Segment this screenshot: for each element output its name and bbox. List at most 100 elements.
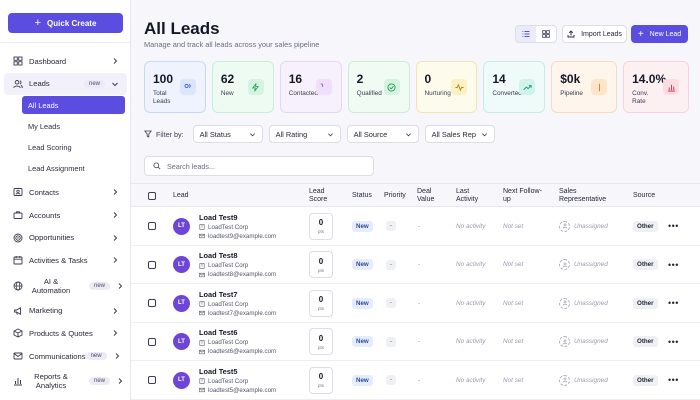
lead-name[interactable]: Load Test5	[199, 366, 238, 376]
lead-score-cell: 0 pts	[309, 246, 333, 285]
row-checkbox[interactable]	[148, 337, 156, 346]
next-follow-up-cell: Not set	[503, 361, 523, 400]
sidebar-subitem-lead-scoring[interactable]: Lead Scoring	[28, 143, 72, 153]
sidebar-item-contacts[interactable]: Contacts	[0, 181, 131, 204]
stat-value: 14.0%	[632, 72, 667, 86]
lead-name[interactable]: Load Test9	[199, 212, 238, 222]
rating-filter-value: All Rating	[275, 129, 308, 139]
row-checkbox[interactable]	[148, 260, 156, 269]
grid-view-button[interactable]	[536, 26, 556, 42]
lead-name[interactable]: Load Test6	[199, 328, 238, 338]
source-badge: Other	[633, 297, 658, 309]
stat-card-pipeline[interactable]: $0k Pipeline	[551, 61, 618, 113]
sidebar-subitem-all-leads[interactable]: All Leads	[22, 96, 125, 115]
more-options-icon[interactable]: •••	[668, 259, 679, 270]
stat-card-total-leads[interactable]: 100 Total Leads	[144, 61, 206, 113]
stat-card-qualified[interactable]: 2 Qualified	[347, 61, 410, 113]
column-header-deal-value[interactable]: Deal Value	[417, 187, 435, 204]
stat-card-converted[interactable]: 14 Converted	[483, 61, 546, 113]
column-header-lead-score[interactable]: Lead Score	[309, 187, 328, 204]
more-options-icon[interactable]: •••	[668, 336, 679, 347]
sidebar-item-dashboard[interactable]: Dashboard	[0, 50, 131, 73]
more-options-icon[interactable]: •••	[668, 221, 679, 232]
sidebar-item-communications[interactable]: Communications new	[0, 345, 131, 368]
table-row[interactable]: LT Load Test7 LoadTest Corp loadtest7@examp…	[131, 284, 700, 323]
source-filter-select[interactable]: All Source	[346, 125, 419, 143]
sales-rep-filter-select[interactable]: All Sales Rep	[424, 125, 495, 143]
column-header-next-follow-up[interactable]: Next Follow-up	[503, 187, 542, 204]
status-filter-select[interactable]: All Status	[192, 125, 263, 143]
import-leads-button[interactable]: Import Leads	[562, 25, 627, 43]
stat-label: New	[220, 90, 234, 97]
rating-filter-select[interactable]: All Rating	[268, 125, 341, 143]
more-options-icon[interactable]: •••	[668, 298, 679, 309]
row-checkbox[interactable]	[148, 299, 156, 308]
status-badge[interactable]: New	[352, 220, 373, 232]
status-badge[interactable]: New	[352, 297, 373, 309]
status-badge[interactable]: New	[352, 374, 373, 386]
status-badge[interactable]: New	[352, 259, 373, 271]
sidebar-item-ai-automation[interactable]: AI & Automation new	[0, 272, 131, 300]
users-icon	[13, 79, 23, 89]
avatar: LT	[173, 217, 190, 235]
table-row[interactable]: LT Load Test9 LoadTest Corp loadtest9@examp…	[131, 207, 700, 246]
table-row[interactable]: LT Load Test5 LoadTest Corp loadtest5@examp…	[131, 361, 700, 400]
quick-create-button[interactable]: + Quick Create	[8, 13, 123, 33]
select-all-checkbox[interactable]	[148, 192, 156, 200]
pulse-icon	[451, 79, 468, 95]
sales-rep-cell[interactable]: Unassigned	[559, 284, 608, 323]
column-header-source[interactable]: Source	[633, 191, 656, 199]
column-header-lead[interactable]: Lead	[173, 191, 189, 199]
stat-card-contacted[interactable]: 16 Contacted	[279, 61, 342, 113]
column-header-sales-rep[interactable]: Sales Representative	[559, 187, 607, 204]
building-icon	[199, 224, 205, 230]
more-options-icon[interactable]: •••	[668, 375, 679, 386]
table-row[interactable]: LT Load Test8 LoadTest Corp loadtest8@examp…	[131, 245, 700, 285]
chevron-right-icon	[111, 329, 119, 337]
sidebar-subitem-lead-assignment[interactable]: Lead Assignment	[28, 164, 85, 174]
briefcase-icon	[13, 210, 23, 220]
stat-card-nurturing[interactable]: 0 Nurturing	[415, 61, 478, 113]
last-activity-cell: No activity	[456, 361, 485, 400]
sales-rep-cell[interactable]: Unassigned	[559, 361, 608, 400]
search-input[interactable]	[167, 161, 357, 171]
row-select-cell	[148, 361, 156, 400]
sidebar-item-label: Accounts	[29, 210, 61, 220]
sales-rep-cell[interactable]: Unassigned	[559, 207, 608, 246]
sidebar-item-accounts[interactable]: Accounts	[0, 204, 131, 227]
status-badge[interactable]: New	[352, 336, 373, 348]
page-subtitle: Manage and track all leads across your s…	[144, 40, 320, 49]
lead-company: LoadTest Corp	[199, 301, 276, 308]
new-lead-button[interactable]: + New Lead	[631, 25, 688, 43]
lead-score-value: 0	[318, 295, 324, 305]
sales-rep-cell[interactable]: Unassigned	[559, 246, 608, 285]
column-header-priority[interactable]: Priority	[384, 191, 406, 199]
row-actions-cell: •••	[668, 246, 679, 285]
deal-value-cell: -	[418, 323, 420, 362]
lead-name[interactable]: Load Test8	[199, 251, 238, 261]
chevron-right-icon	[111, 57, 119, 65]
lead-email: loadtest5@example.com	[199, 387, 276, 394]
table-row[interactable]: LT Load Test6 LoadTest Corp loadtest6@examp…	[131, 322, 700, 362]
lead-score-unit: pts	[317, 267, 324, 273]
lead-name[interactable]: Load Test7	[199, 289, 238, 299]
row-checkbox[interactable]	[148, 222, 156, 231]
sidebar-item-leads[interactable]: Leads new	[4, 72, 127, 96]
sidebar-item-activities[interactable]: Activities & Tasks	[0, 249, 131, 272]
stat-card-conv-rate[interactable]: 14.0% Conv. Rate	[623, 61, 689, 113]
row-checkbox[interactable]	[148, 376, 156, 385]
sidebar-item-reports[interactable]: Reports & Analytics new	[0, 367, 131, 395]
sidebar-item-products[interactable]: Products & Quotes	[0, 322, 131, 345]
sidebar-divider	[0, 42, 131, 43]
sidebar-item-opportunities[interactable]: Opportunities	[0, 226, 131, 249]
lead-score-cell: 0 pts	[309, 361, 333, 400]
sidebar-item-marketing[interactable]: Marketing	[0, 300, 131, 323]
sidebar-subitem-my-leads[interactable]: My Leads	[28, 122, 61, 132]
column-header-last-activity[interactable]: Last Activity	[456, 187, 479, 204]
sales-rep-cell[interactable]: Unassigned	[559, 323, 608, 362]
upload-icon	[567, 30, 575, 38]
new-badge: new	[83, 79, 105, 88]
list-view-button[interactable]	[516, 26, 536, 42]
stat-card-new[interactable]: 62 New	[211, 61, 274, 113]
column-header-status[interactable]: Status	[352, 191, 372, 199]
